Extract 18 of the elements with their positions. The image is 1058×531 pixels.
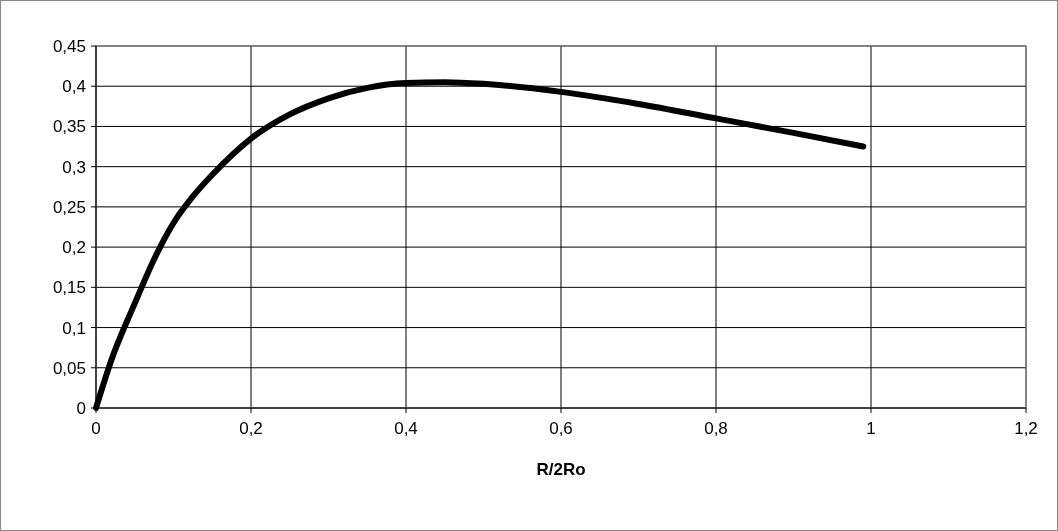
x-axis-title: R/2Ro [536,460,586,479]
x-tick-label: 0 [91,419,101,438]
y-tick-label: 0 [76,398,86,418]
x-tick-label: 0,2 [239,419,263,438]
x-tick-label: 0,8 [704,419,728,438]
y-tick-label: 0,4 [62,77,86,97]
y-tick-label: 0,15 [52,278,86,298]
y-tick-label: 0,35 [52,117,86,137]
y-tick-label: 0,3 [62,157,86,177]
y-tick-label: 0,05 [52,358,86,378]
y-tick-label: 0,45 [52,36,86,56]
y-tick-label: 0,25 [52,197,86,217]
x-tick-label: 1,2 [1014,419,1038,438]
x-tick-label: 0,6 [549,419,573,438]
y-tick-label: 0,1 [62,318,86,338]
x-tick-label: 1 [866,419,876,438]
y-tick-label: 0,2 [62,238,86,258]
x-tick-label: 0,4 [394,419,418,438]
